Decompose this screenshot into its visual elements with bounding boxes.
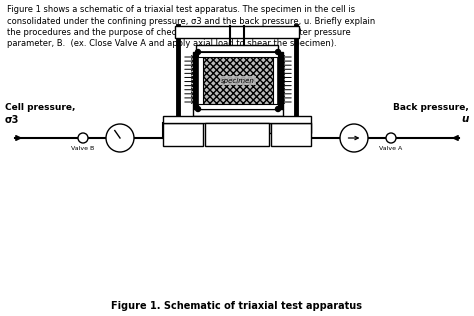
Bar bbox=[175, 26, 299, 38]
Bar bbox=[198, 52, 278, 109]
Text: Cell pressure,: Cell pressure, bbox=[5, 104, 75, 112]
Circle shape bbox=[106, 124, 134, 152]
Text: Back pressure,: Back pressure, bbox=[393, 104, 469, 112]
Circle shape bbox=[78, 133, 88, 143]
Bar bbox=[193, 109, 283, 116]
Circle shape bbox=[275, 106, 281, 112]
Bar bbox=[198, 52, 278, 109]
Bar bbox=[198, 52, 278, 57]
Text: parameter, B.  (ex. Close Valve A and apply axial load to shear the specimen).: parameter, B. (ex. Close Valve A and app… bbox=[7, 40, 337, 48]
Circle shape bbox=[340, 124, 368, 152]
Bar bbox=[203, 56, 273, 105]
Text: σ3: σ3 bbox=[5, 115, 19, 125]
Text: consolidated under the confining pressure, σ3 and the back pressure, u. Briefly : consolidated under the confining pressur… bbox=[7, 16, 375, 26]
Text: u: u bbox=[462, 114, 469, 124]
Circle shape bbox=[195, 50, 201, 54]
Bar bbox=[271, 123, 311, 146]
Bar bbox=[163, 116, 311, 123]
Bar bbox=[198, 104, 278, 109]
Text: Valve A: Valve A bbox=[379, 146, 402, 151]
Bar bbox=[269, 123, 311, 133]
Bar bbox=[193, 52, 198, 109]
Circle shape bbox=[386, 133, 396, 143]
Bar bbox=[163, 123, 203, 146]
Text: Figure 1. Schematic of triaxial test apparatus: Figure 1. Schematic of triaxial test app… bbox=[111, 301, 363, 311]
Text: the procedures and the purpose of checking the Skempton’s pore-water pressure: the procedures and the purpose of checki… bbox=[7, 28, 351, 37]
Circle shape bbox=[195, 106, 201, 112]
Bar bbox=[163, 123, 200, 133]
Text: Valve B: Valve B bbox=[72, 146, 95, 151]
Bar bbox=[278, 52, 283, 109]
Text: specimen: specimen bbox=[221, 77, 255, 83]
Text: Figure 1 shows a schematic of a triaxial test apparatus. The specimen in the cel: Figure 1 shows a schematic of a triaxial… bbox=[7, 5, 355, 14]
Bar bbox=[196, 45, 278, 52]
Circle shape bbox=[275, 50, 281, 54]
Bar bbox=[205, 123, 269, 146]
